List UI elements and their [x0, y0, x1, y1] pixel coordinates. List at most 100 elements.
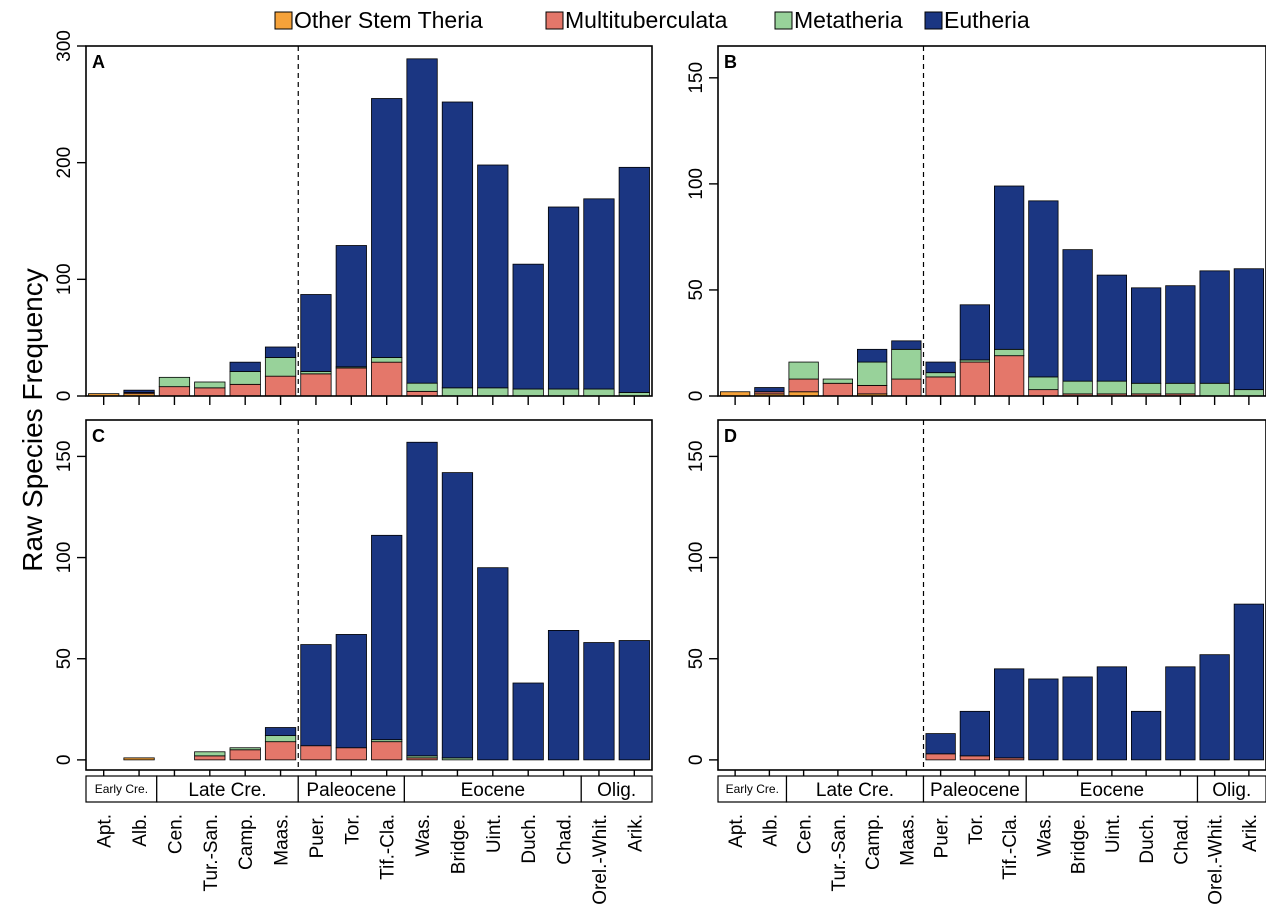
- bar-a-arik-eutheria: [618, 166, 650, 393]
- bar-a-maas-metatheria: [264, 357, 297, 377]
- plot-frame: [717, 45, 1266, 397]
- x-tick-label-was: Was.: [413, 814, 434, 857]
- bar-b-camp-multituberculata: [857, 384, 888, 395]
- legend-item-multituberculata: Multituberculata: [545, 7, 728, 33]
- panel-c: C 0 50 100 150 Early Cre. Late Cre. Paleocene Eo…: [54, 419, 653, 905]
- bar-a-orel-whit-eutheria: [583, 198, 615, 390]
- panel-d: D 0 50 100 150 Early Cre. Late Cre. Paleocene Eo…: [686, 419, 1266, 905]
- bar-a-uint-metatheria: [477, 387, 509, 397]
- bar-a-tif-cla-metatheria: [371, 357, 403, 363]
- bar-b-tif-cla-multituberculata: [994, 355, 1025, 397]
- y-tick-label: 150: [686, 441, 707, 473]
- bar-b-tor-eutheria: [959, 304, 991, 361]
- bar-c-maas-metatheria: [264, 735, 297, 743]
- bar-a-tif-cla-eutheria: [371, 98, 403, 358]
- epoch-label-olig: Olig.: [597, 780, 636, 801]
- bar-c-puer-multituberculata: [300, 745, 332, 761]
- panel-b: B 0 50 100 150: [686, 45, 1266, 405]
- bar-b-duch-metatheria: [1131, 382, 1162, 395]
- bar-b-arik-eutheria: [1233, 268, 1265, 391]
- bar-c-bridge-eutheria: [441, 472, 474, 759]
- bar-b-tur-san-multituberculata: [822, 382, 854, 397]
- bar-b-chad-eutheria: [1165, 285, 1196, 384]
- x-tick-label-uint: Uint.: [484, 814, 505, 853]
- bar-d-tor-multituberculata: [959, 755, 991, 761]
- bar-b-camp-eutheria: [857, 348, 888, 363]
- bar-a-maas-eutheria: [264, 346, 297, 358]
- x-tick-label-apt: Apt.: [726, 814, 747, 848]
- y-tick-label: 150: [686, 62, 707, 94]
- y-tick-label: 0: [54, 755, 75, 766]
- epoch-label-paleocene: Paleocene: [930, 780, 1020, 801]
- bar-a-chad-metatheria: [547, 388, 580, 397]
- bar-b-duch-eutheria: [1131, 287, 1162, 384]
- x-tick-label-arik: Arik.: [625, 814, 646, 852]
- x-tick-label-uint: Uint.: [1103, 814, 1124, 853]
- bar-a-alb-eutheria: [123, 389, 155, 393]
- epoch-label-olig: Olig.: [1212, 780, 1251, 801]
- bar-c-camp-metatheria: [229, 747, 261, 751]
- x-tick-label-chad: Chad.: [555, 814, 576, 865]
- epoch-box-paleocene: [297, 775, 405, 803]
- epoch-box-olig: [1196, 775, 1266, 803]
- bar-c-tor-multituberculata: [335, 747, 367, 761]
- bar-b-puer-metatheria: [925, 372, 956, 378]
- bar-c-uint-eutheria: [477, 567, 509, 761]
- epoch-box-early-cre: [85, 775, 158, 803]
- epoch-label-early-cre: Early Cre.: [95, 782, 148, 796]
- bar-c-orel-whit-eutheria: [583, 642, 615, 761]
- x-tick-label-camp: Camp.: [863, 814, 884, 870]
- x-tick-label-orel-whit: Orel.-Whit.: [1206, 814, 1227, 905]
- x-tick-label-puer: Puer.: [932, 814, 953, 858]
- bar-c-camp-multituberculata: [229, 749, 261, 761]
- bar-d-bridge-eutheria: [1062, 676, 1093, 761]
- bar-b-tif-cla-eutheria: [994, 185, 1025, 350]
- x-tick-label-cen: Cen.: [165, 814, 186, 854]
- bar-c-alb-other-stem-theria: [123, 757, 155, 761]
- panels: A 0 100 200 300 B 0 50 100 150 C 0 50 100 150 Early Cre…: [54, 30, 1266, 905]
- epoch-box-eocene: [1025, 775, 1199, 803]
- bar-c-puer-eutheria: [300, 644, 332, 747]
- x-tick-label-duch: Duch.: [519, 814, 540, 864]
- bar-c-tif-cla-eutheria: [371, 534, 403, 741]
- epoch-strip: Early Cre. Late Cre. Paleocene Eocene Olig.: [717, 775, 1266, 803]
- legend: Other Stem Theria Multituberculata Metat…: [274, 7, 1030, 33]
- y-tick-label: 50: [54, 648, 75, 669]
- bar-a-tur-san-metatheria: [194, 381, 226, 389]
- plot-frame: [717, 419, 1266, 771]
- legend-swatch-other-stem-theria: [274, 11, 293, 30]
- bar-b-was-multituberculata: [1028, 389, 1059, 397]
- x-tick-label-tor: Tor.: [342, 814, 363, 845]
- bar-b-maas-metatheria: [891, 348, 922, 380]
- bar-a-duch-metatheria: [512, 388, 544, 397]
- bar-c-tif-cla-multituberculata: [371, 741, 403, 761]
- epoch-label-paleocene: Paleocene: [306, 780, 396, 801]
- bar-b-was-metatheria: [1028, 376, 1059, 391]
- x-tick-label-tif-cla: Tif.-Cla.: [378, 814, 399, 880]
- bar-b-was-eutheria: [1028, 200, 1059, 378]
- panel-letter: B: [724, 52, 737, 72]
- bar-a-was-metatheria: [406, 382, 438, 392]
- plot-frame: [85, 419, 653, 771]
- legend-swatch-metatheria: [774, 11, 793, 30]
- epoch-label-early-cre: Early Cre.: [726, 782, 779, 796]
- bar-b-camp-metatheria: [857, 361, 888, 386]
- bar-a-maas-multituberculata: [264, 375, 297, 397]
- bar-b-chad-metatheria: [1165, 382, 1196, 395]
- y-tick-label: 100: [686, 542, 707, 574]
- x-tick-label-bridge: Bridge.: [1069, 814, 1090, 874]
- panel-letter: C: [92, 426, 105, 446]
- x-tick-label-tif-cla: Tif.-Cla.: [1000, 814, 1021, 880]
- bar-a-cen-multituberculata: [158, 386, 191, 397]
- bar-a-camp-metatheria: [229, 371, 261, 385]
- bar-b-puer-multituberculata: [925, 376, 956, 397]
- bar-d-was-eutheria: [1028, 678, 1059, 761]
- bar-a-tor-multituberculata: [335, 367, 367, 397]
- x-tick-label-alb: Alb.: [130, 814, 151, 847]
- bar-a-tur-san-multituberculata: [194, 387, 226, 397]
- x-tick-label-alb: Alb.: [760, 814, 781, 847]
- legend-item-eutheria: Eutheria: [924, 7, 1030, 33]
- bar-c-arik-eutheria: [618, 640, 650, 761]
- y-tick-label: 0: [686, 755, 707, 766]
